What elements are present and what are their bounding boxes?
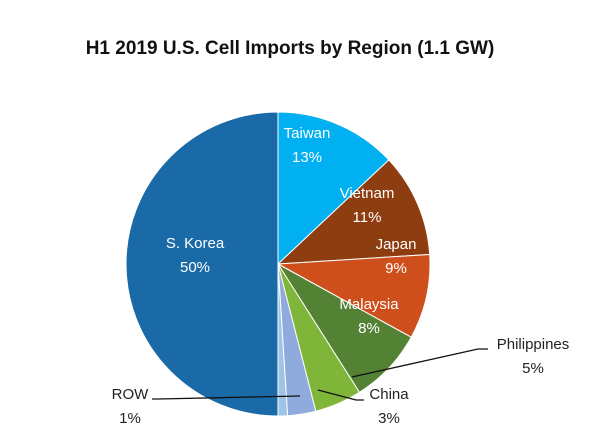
chart-title: H1 2019 U.S. Cell Imports by Region (1.1… [86,38,495,59]
data-value-row: 1% [119,410,141,427]
data-value-taiwan: 13% [292,149,322,166]
data-label-malaysia: Malaysia [339,296,399,313]
slice-taiwan [277,111,390,266]
data-label-s-korea: S. Korea [166,235,225,252]
data-value-vietnam: 11% [353,209,382,226]
data-value-malaysia: 8% [358,320,380,337]
data-label-taiwan: Taiwan [284,125,331,142]
data-label-philippines: Philippines [497,336,570,353]
data-value-philippines: 5% [522,360,544,377]
leader-line-row [152,395,301,400]
data-label-row: ROW [112,386,150,403]
leader-line-philippines [351,348,488,378]
leader-line-china [317,389,364,401]
data-label-japan: Japan [376,236,417,253]
data-value-china: 3% [378,410,400,427]
data-value-s-korea: 50% [180,259,210,276]
data-label-china: China [369,386,409,403]
slice-s-korea [125,111,279,417]
slice-vietnam [276,159,431,265]
data-value-japan: 9% [385,260,407,277]
slice-japan [276,253,431,338]
data-label-vietnam: Vietnam [340,185,395,202]
